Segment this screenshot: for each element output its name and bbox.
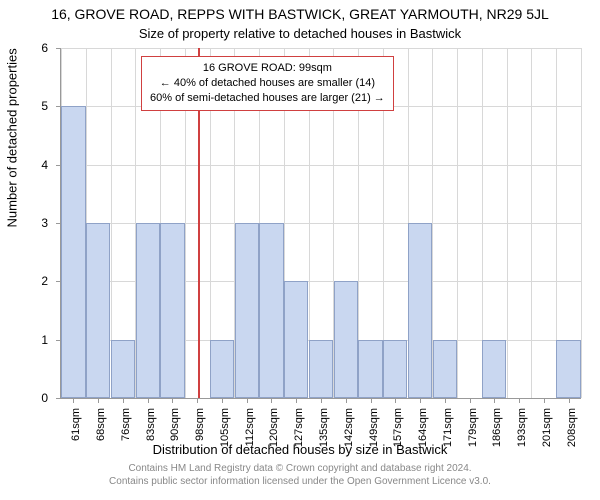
x-tick — [470, 398, 471, 403]
bar — [160, 223, 184, 398]
y-tick — [56, 398, 61, 399]
x-tick — [519, 398, 520, 403]
x-tick — [544, 398, 545, 403]
bar — [136, 223, 160, 398]
y-tick-label: 6 — [28, 41, 48, 55]
bar — [383, 340, 407, 398]
footer-line-2: Contains public sector information licen… — [0, 475, 600, 488]
x-tick — [247, 398, 248, 403]
x-tick — [98, 398, 99, 403]
x-tick — [148, 398, 149, 403]
annotation-line-3: 60% of semi-detached houses are larger (… — [150, 91, 385, 106]
annotation-box: 16 GROVE ROAD: 99sqm← 40% of detached ho… — [141, 56, 394, 111]
x-tick — [494, 398, 495, 403]
bar — [408, 223, 432, 398]
gridline-h — [61, 48, 581, 49]
x-tick — [123, 398, 124, 403]
x-tick — [73, 398, 74, 403]
bar — [210, 340, 234, 398]
x-tick — [395, 398, 396, 403]
gridline-v — [457, 48, 458, 398]
chart-area: 16 GROVE ROAD: 99sqm← 40% of detached ho… — [60, 48, 580, 398]
page-title: 16, GROVE ROAD, REPPS WITH BASTWICK, GRE… — [0, 6, 600, 22]
bar — [235, 223, 259, 398]
bar — [309, 340, 333, 398]
annotation-line-2: ← 40% of detached houses are smaller (14… — [150, 76, 385, 91]
bar — [556, 340, 580, 398]
y-tick-label: 2 — [28, 274, 48, 288]
x-tick — [197, 398, 198, 403]
y-tick-label: 5 — [28, 99, 48, 113]
x-tick — [569, 398, 570, 403]
y-tick-label: 1 — [28, 333, 48, 347]
x-tick — [296, 398, 297, 403]
annotation-line-1: 16 GROVE ROAD: 99sqm — [150, 61, 385, 76]
x-tick — [371, 398, 372, 403]
gridline-v — [531, 48, 532, 398]
footer-credits: Contains HM Land Registry data © Crown c… — [0, 462, 600, 488]
bar — [61, 106, 85, 398]
gridline-h — [61, 165, 581, 166]
y-tick-label: 0 — [28, 391, 48, 405]
bar — [259, 223, 283, 398]
x-tick — [321, 398, 322, 403]
bar — [358, 340, 382, 398]
x-tick — [445, 398, 446, 403]
y-axis-label: Number of detached properties — [5, 48, 20, 227]
page-subtitle: Size of property relative to detached ho… — [0, 26, 600, 41]
x-tick — [222, 398, 223, 403]
bar — [334, 281, 358, 398]
x-tick — [271, 398, 272, 403]
x-axis-label: Distribution of detached houses by size … — [0, 442, 600, 457]
bar — [284, 281, 308, 398]
bar — [482, 340, 506, 398]
gridline-v — [507, 48, 508, 398]
bar — [111, 340, 135, 398]
x-tick — [346, 398, 347, 403]
plot-region: 16 GROVE ROAD: 99sqm← 40% of detached ho… — [60, 48, 581, 399]
bar — [433, 340, 457, 398]
x-tick — [172, 398, 173, 403]
y-tick-label: 4 — [28, 158, 48, 172]
gridline-v — [581, 48, 582, 398]
y-tick-label: 3 — [28, 216, 48, 230]
footer-line-1: Contains HM Land Registry data © Crown c… — [0, 462, 600, 475]
bar — [86, 223, 110, 398]
x-tick — [420, 398, 421, 403]
